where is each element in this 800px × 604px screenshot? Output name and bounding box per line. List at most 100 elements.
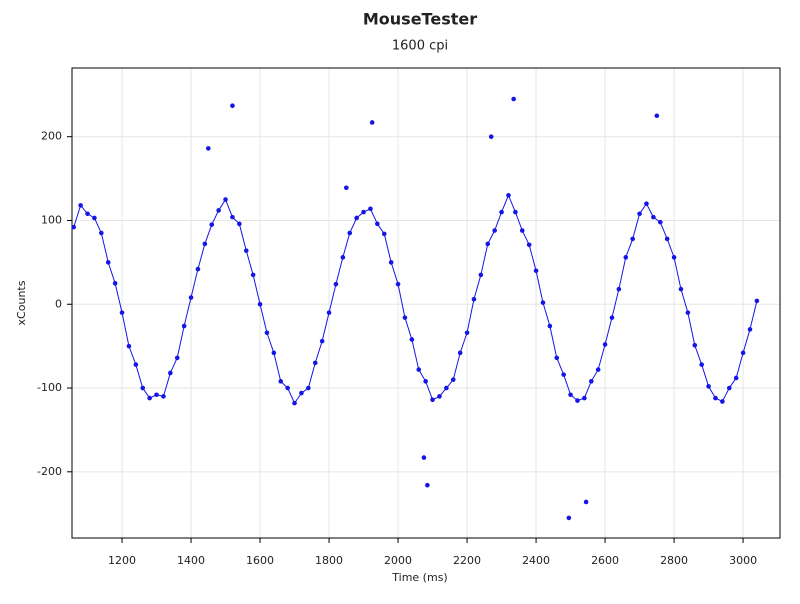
data-point (450, 377, 456, 382)
data-point (126, 343, 132, 349)
outlier-point (343, 185, 349, 191)
data-point (582, 395, 587, 401)
data-point (547, 323, 553, 329)
data-point (699, 362, 704, 367)
data-point (147, 395, 152, 401)
data-point (437, 394, 442, 399)
data-point (678, 286, 684, 292)
data-point (499, 209, 504, 215)
data-point (623, 255, 629, 260)
chart-title: MouseTester (363, 10, 477, 29)
y-tick-label: -100 (37, 381, 62, 394)
data-point (506, 193, 511, 198)
outlier-point (654, 113, 660, 119)
data-point (602, 342, 608, 347)
data-point (257, 301, 263, 307)
data-point (713, 395, 718, 401)
data-point (533, 268, 539, 274)
data-point (568, 392, 573, 398)
data-point (306, 385, 311, 391)
data-point (651, 214, 656, 220)
data-point (554, 355, 560, 361)
data-point (519, 228, 525, 233)
data-point (395, 281, 401, 287)
chart-subtitle: 1600 cpi (392, 39, 448, 54)
data-point (209, 222, 215, 227)
data-point (223, 197, 228, 202)
data-point (154, 392, 159, 398)
outlier-point (369, 120, 375, 125)
data-point (375, 221, 380, 227)
data-point (616, 286, 622, 292)
data-point (423, 379, 428, 384)
data-point (388, 260, 394, 265)
x-tick-label: 1600 (246, 554, 274, 567)
data-point (664, 236, 670, 242)
data-point (230, 214, 235, 220)
data-point (216, 208, 221, 213)
data-point (368, 206, 373, 212)
data-point (243, 248, 249, 253)
data-point (174, 355, 180, 361)
data-point (706, 384, 711, 389)
data-point (754, 298, 760, 304)
data-point (409, 337, 415, 342)
data-point (478, 272, 484, 278)
data-point (381, 231, 387, 237)
x-tick-label: 1800 (315, 554, 343, 567)
data-point (361, 209, 366, 215)
data-point (630, 236, 635, 242)
data-point (464, 330, 470, 336)
data-point (99, 230, 104, 236)
data-point (492, 228, 497, 233)
y-tick-label: 0 (55, 297, 62, 310)
data-point (285, 385, 290, 391)
data-point (319, 338, 325, 344)
data-point (485, 241, 491, 247)
data-point (105, 260, 111, 265)
data-point (644, 201, 649, 207)
data-point (726, 385, 732, 391)
data-point (733, 375, 739, 381)
data-point (78, 203, 83, 208)
data-point (133, 362, 139, 367)
data-point (85, 211, 90, 217)
data-point (609, 315, 615, 320)
data-point (526, 242, 532, 248)
x-tick-label: 2800 (660, 554, 688, 567)
x-tick-label: 2000 (384, 554, 412, 567)
data-point (112, 281, 118, 286)
data-point (747, 327, 753, 332)
data-point (140, 385, 146, 391)
x-axis-label: Time (ms) (391, 571, 447, 584)
x-tick-label: 2200 (453, 554, 481, 567)
data-point (168, 370, 173, 376)
series-line (73, 194, 758, 405)
data-point (657, 219, 663, 225)
y-tick-label: -200 (37, 465, 62, 478)
data-point (513, 209, 518, 215)
y-tick-label: 200 (41, 130, 62, 143)
data-point (457, 350, 463, 356)
data-point (71, 224, 77, 230)
data-point (161, 394, 166, 399)
data-point (326, 310, 332, 315)
data-point (119, 310, 125, 315)
data-point (637, 211, 642, 217)
outlier-point (421, 455, 427, 460)
data-point (595, 367, 601, 372)
outlier-point (583, 499, 589, 505)
data-point (181, 323, 187, 329)
data-point (416, 367, 422, 372)
data-point (561, 372, 566, 377)
data-point (588, 379, 594, 384)
data-point (188, 295, 194, 300)
outlier-point (566, 515, 572, 521)
data-point (299, 390, 304, 396)
outlier-point (230, 103, 235, 109)
data-point (271, 350, 277, 356)
data-point (354, 215, 359, 221)
outlier-point (511, 96, 516, 102)
data-point (292, 400, 297, 406)
data-point (444, 385, 449, 391)
